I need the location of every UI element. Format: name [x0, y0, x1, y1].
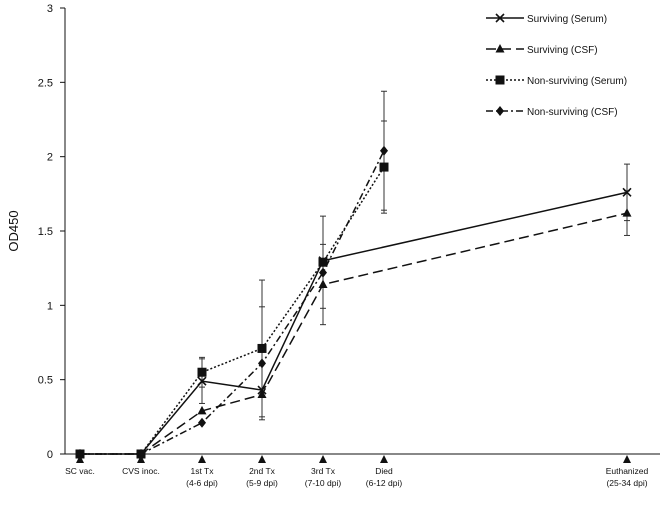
y-tick-label: 3: [47, 3, 53, 15]
data-point: [379, 162, 389, 172]
y-tick-label: 0: [47, 449, 53, 461]
y-tick-label: 0.5: [38, 375, 53, 387]
data-point: [257, 343, 267, 353]
x-category-label: (25-34 dpi): [606, 478, 647, 488]
y-axis-title: OD450: [6, 210, 21, 251]
data-point: [197, 405, 207, 415]
series-line: [80, 150, 385, 455]
series-line: [80, 191, 628, 455]
legend-marker: [495, 44, 505, 53]
y-tick-label: 2.5: [38, 77, 53, 89]
legend-item: Surviving (Serum): [486, 13, 607, 25]
x-category-label: (4-6 dpi): [186, 478, 218, 488]
series-lines: [80, 150, 628, 455]
data-point: [198, 417, 206, 428]
x-category-label: SC vac.: [65, 466, 95, 476]
series-markers: [75, 145, 632, 459]
data-point: [380, 145, 388, 156]
x-tick-marker: [137, 455, 145, 463]
legend-item: Surviving (CSF): [486, 44, 598, 56]
data-point: [318, 257, 328, 267]
x-tick-marker: [258, 455, 266, 463]
data-point: [622, 187, 632, 197]
error-bars: [199, 90, 630, 421]
legend-marker: [496, 106, 504, 116]
x-category-label: 3rd Tx: [311, 466, 336, 476]
legend: Surviving (Serum) Surviving (CSF) Non-surv…: [486, 13, 627, 118]
x-category-label: (5-9 dpi): [246, 478, 278, 488]
legend-label: Surviving (CSF): [527, 45, 598, 56]
data-point: [318, 279, 328, 289]
data-point: [622, 208, 632, 217]
x-category-label: Euthanized: [606, 466, 649, 476]
x-category-label: 2nd Tx: [249, 466, 276, 476]
legend-label: Non-surviving (CSF): [527, 107, 618, 118]
x-tick-marker: [76, 455, 84, 463]
data-point: [197, 367, 207, 377]
legend-item: Non-surviving (CSF): [486, 106, 618, 118]
y-axis: [60, 7, 66, 455]
data-point: [258, 358, 266, 369]
y-tick-label: 1: [47, 300, 53, 312]
legend-label: Surviving (Serum): [527, 14, 607, 25]
y-tick-label: 1.5: [38, 226, 53, 238]
y-tick-labels: 0 0.5 1 1.5 2 2.5 3: [38, 3, 53, 461]
x-category-labels: SC vac. CVS inoc. 1st Tx (4-6 dpi) 2nd Tx (5-…: [65, 455, 649, 488]
legend-marker: [495, 13, 505, 23]
x-tick-marker: [623, 455, 631, 463]
data-point: [257, 389, 267, 399]
legend-label: Non-surviving (Serum): [527, 76, 627, 87]
series-line: [80, 212, 628, 455]
legend-marker: [495, 75, 505, 85]
x-category-label: CVS inoc.: [122, 466, 160, 476]
x-category-label: (6-12 dpi): [366, 478, 403, 488]
x-tick-marker: [319, 455, 327, 463]
data-point: [319, 267, 327, 278]
x-tick-marker: [198, 455, 206, 463]
data-point: [197, 376, 207, 386]
y-tick-label: 2: [47, 152, 53, 164]
series-line: [80, 166, 385, 455]
x-category-label: Died: [375, 466, 393, 476]
legend-item: Non-surviving (Serum): [486, 75, 627, 87]
x-tick-marker: [380, 455, 388, 463]
x-category-label: 1st Tx: [191, 466, 215, 476]
x-category-label: (7-10 dpi): [305, 478, 342, 488]
